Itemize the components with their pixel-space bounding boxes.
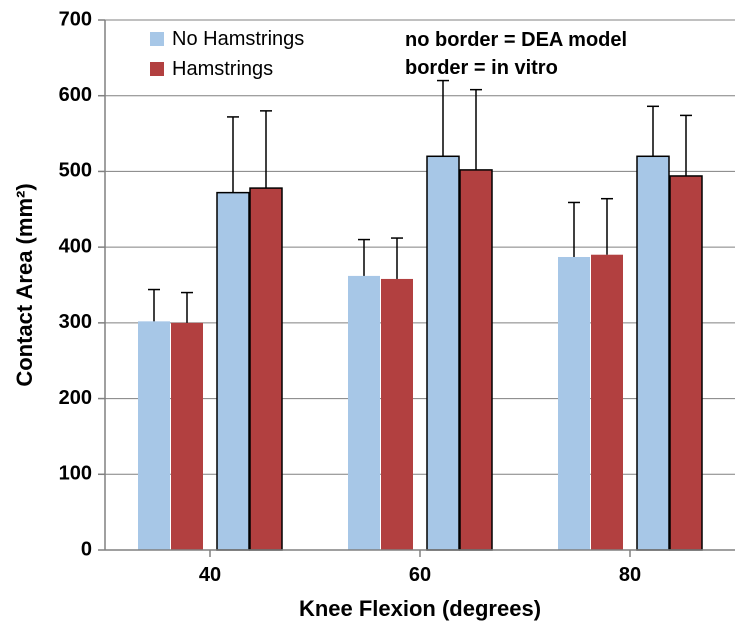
y-tick-label: 300: [59, 311, 92, 333]
y-tick-label: 200: [59, 387, 92, 409]
y-tick-label: 600: [59, 84, 92, 106]
bar: [171, 323, 203, 550]
chart-svg: 0 100 200 300 400 500 600 700 40 60 80 Knee Flexion…: [0, 0, 750, 630]
y-tick-label: 100: [59, 463, 92, 485]
x-axis-label: Knee Flexion (degrees): [299, 596, 541, 621]
y-tick-label: 700: [59, 8, 92, 30]
bar: [138, 321, 170, 550]
x-tick-label: 60: [409, 564, 431, 586]
y-tick-label: 500: [59, 160, 92, 182]
y-tick-label: 0: [81, 538, 92, 560]
annotation-text: no border = DEA model: [405, 29, 627, 51]
bar: [637, 156, 669, 550]
bar: [558, 257, 590, 550]
bar: [381, 279, 413, 550]
bar: [348, 276, 380, 550]
bar: [670, 176, 702, 550]
y-tick-label: 400: [59, 235, 92, 257]
x-tick-label: 40: [199, 564, 221, 586]
bar: [460, 170, 492, 550]
bar: [427, 156, 459, 550]
bar: [250, 188, 282, 550]
legend-swatch: [150, 62, 164, 76]
bar-chart: 0 100 200 300 400 500 600 700 40 60 80 Knee Flexion…: [0, 0, 750, 630]
bar: [217, 193, 249, 550]
legend-label: Hamstrings: [172, 58, 273, 80]
bar: [591, 255, 623, 550]
annotation-text: border = in vitro: [405, 57, 558, 79]
y-axis-label: Contact Area (mm²): [12, 183, 37, 386]
x-tick-label: 80: [619, 564, 641, 586]
legend-label: No Hamstrings: [172, 28, 304, 50]
legend-swatch: [150, 32, 164, 46]
